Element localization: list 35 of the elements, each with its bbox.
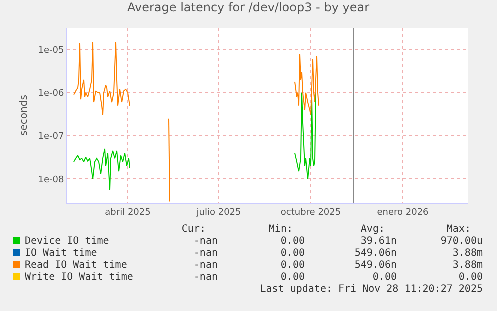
text: -nan <box>194 272 218 283</box>
legend-label: Write IO Wait time <box>25 272 134 283</box>
text: 3.88m <box>452 248 483 259</box>
legend-label: Read IO Wait time <box>25 260 128 271</box>
x-tick-label: octubre 2025 <box>280 208 342 218</box>
text: Cur: <box>182 224 206 235</box>
text: 0.00 <box>372 272 397 283</box>
text: Last update: Fri Nov 28 11:20:27 2025 <box>260 284 483 295</box>
text: 549.06n <box>354 260 397 271</box>
x-tick-label: abril 2025 <box>105 208 151 218</box>
text: -nan <box>194 248 218 259</box>
x-tick-label: enero 2026 <box>377 208 430 218</box>
legend-label: Device IO time <box>25 236 110 247</box>
text: 0.00 <box>280 272 305 283</box>
text: 970.00u <box>440 236 483 247</box>
y-tick-label: 1e-05 <box>38 46 64 56</box>
legend-label: IO Wait time <box>25 248 98 259</box>
y-tick-label: 1e-07 <box>38 132 64 142</box>
text: 549.06n <box>354 248 397 259</box>
text: Max: <box>446 224 471 235</box>
chart-title: Average latency for /dev/loop3 - by year <box>127 0 370 15</box>
text: Avg: <box>360 224 385 235</box>
y-axis-title: seconds <box>19 95 30 136</box>
text: 3.88m <box>452 260 483 271</box>
text: 39.61n <box>360 236 397 247</box>
text: Min: <box>268 224 293 235</box>
text: -nan <box>194 260 218 271</box>
y-tick-label: 1e-08 <box>38 175 64 186</box>
text: -nan <box>194 236 218 247</box>
x-tick-label: julio 2025 <box>196 208 242 218</box>
y-tick-label: 1e-06 <box>38 89 64 100</box>
text: 0.00 <box>280 248 305 259</box>
text: 0.00 <box>280 236 305 247</box>
text: 0.00 <box>458 272 483 283</box>
text: 0.00 <box>280 260 305 271</box>
